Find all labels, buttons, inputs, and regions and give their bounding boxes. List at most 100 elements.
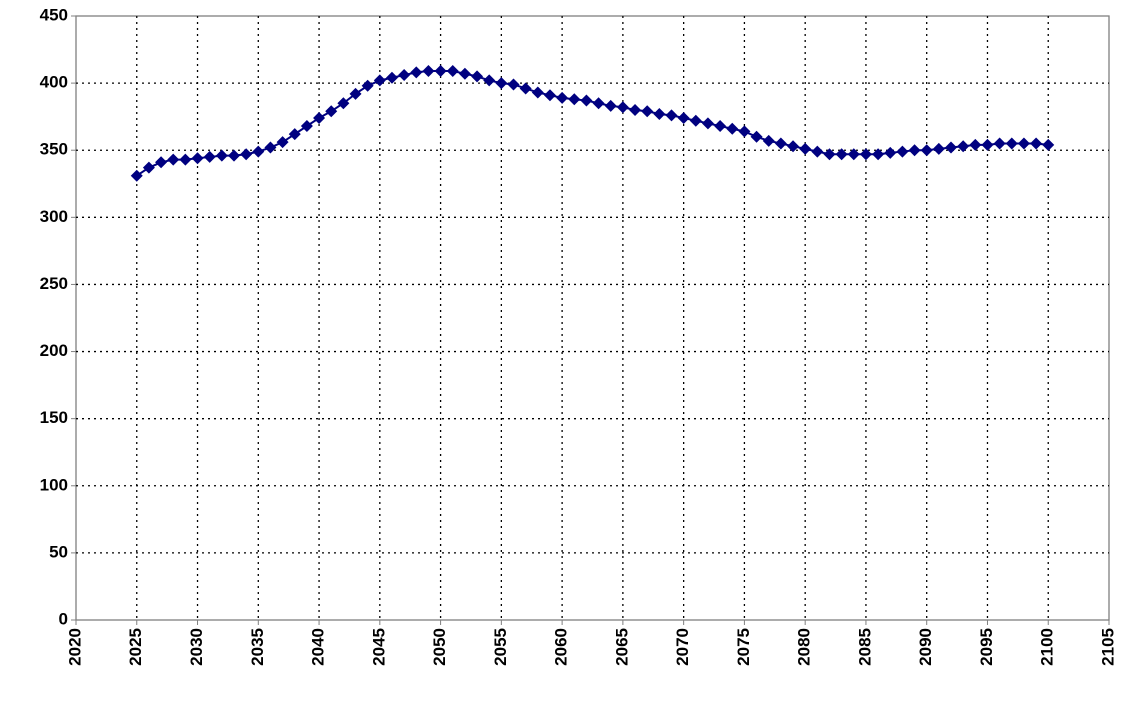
data-point bbox=[920, 144, 933, 157]
data-point bbox=[155, 156, 168, 169]
data-point bbox=[750, 130, 763, 143]
data-point bbox=[932, 142, 945, 155]
data-point bbox=[738, 125, 751, 138]
data-point bbox=[787, 140, 800, 153]
y-tick-label: 350 bbox=[40, 140, 68, 159]
x-tick-label: 2105 bbox=[1098, 628, 1117, 666]
data-point bbox=[592, 97, 605, 110]
data-point bbox=[288, 128, 301, 141]
data-point bbox=[774, 137, 787, 150]
data-point bbox=[215, 149, 228, 162]
x-tick-label: 2050 bbox=[430, 628, 449, 666]
data-point bbox=[458, 67, 471, 80]
data-point bbox=[689, 114, 702, 127]
x-tick-label: 2065 bbox=[612, 628, 631, 666]
data-point bbox=[203, 150, 216, 163]
data-point bbox=[142, 161, 155, 174]
data-point bbox=[191, 152, 204, 165]
data-point bbox=[240, 148, 253, 161]
data-point bbox=[641, 105, 654, 118]
data-point bbox=[398, 69, 411, 82]
data-point bbox=[847, 148, 860, 161]
x-tick-label: 2070 bbox=[673, 628, 692, 666]
data-point bbox=[495, 77, 508, 90]
x-tick-label: 2040 bbox=[309, 628, 328, 666]
data-point bbox=[313, 112, 326, 125]
data-point bbox=[726, 122, 739, 135]
data-point bbox=[799, 142, 812, 155]
x-tick-label: 2080 bbox=[795, 628, 814, 666]
data-point bbox=[945, 141, 958, 154]
data-point bbox=[531, 86, 544, 99]
data-point bbox=[556, 91, 569, 104]
data-point bbox=[300, 120, 313, 133]
y-tick-label: 50 bbox=[49, 542, 68, 561]
data-point bbox=[872, 148, 885, 161]
x-tick-label: 2085 bbox=[855, 628, 874, 666]
data-point bbox=[252, 145, 265, 158]
y-tick-label: 150 bbox=[40, 408, 68, 427]
x-tick-label: 2035 bbox=[248, 628, 267, 666]
data-point bbox=[410, 66, 423, 79]
data-point bbox=[349, 87, 362, 100]
x-tick-label: 2025 bbox=[126, 628, 145, 666]
data-point bbox=[507, 78, 520, 91]
y-tick-label: 250 bbox=[40, 274, 68, 293]
y-tick-label: 400 bbox=[40, 73, 68, 92]
y-tick-label: 450 bbox=[40, 5, 68, 24]
data-point bbox=[568, 93, 581, 106]
series-line bbox=[136, 70, 1049, 177]
data-point bbox=[762, 134, 775, 147]
data-point bbox=[616, 101, 629, 114]
data-point bbox=[471, 70, 484, 83]
x-tick-label: 2030 bbox=[187, 628, 206, 666]
data-point bbox=[823, 148, 836, 161]
data-point bbox=[361, 79, 374, 92]
data-point bbox=[993, 137, 1006, 150]
x-tick-label: 2075 bbox=[734, 628, 753, 666]
x-tick-label: 2090 bbox=[916, 628, 935, 666]
data-point bbox=[884, 146, 897, 159]
x-tick-label: 2100 bbox=[1038, 628, 1057, 666]
data-point bbox=[1042, 138, 1055, 151]
data-point bbox=[896, 145, 909, 158]
data-point bbox=[908, 144, 921, 157]
data-point bbox=[604, 99, 617, 112]
data-point bbox=[1030, 137, 1043, 150]
data-point bbox=[811, 145, 824, 158]
y-tick-label: 0 bbox=[59, 609, 68, 628]
data-point bbox=[337, 97, 350, 110]
data-point bbox=[167, 153, 180, 166]
x-tick-label: 2060 bbox=[552, 628, 571, 666]
x-tick-label: 2020 bbox=[65, 628, 84, 666]
data-point bbox=[969, 138, 982, 151]
data-point bbox=[179, 153, 192, 166]
data-point bbox=[264, 141, 277, 154]
data-point bbox=[385, 71, 398, 84]
data-point bbox=[543, 89, 556, 102]
data-point bbox=[677, 112, 690, 125]
data-point bbox=[665, 109, 678, 122]
y-tick-label: 300 bbox=[40, 207, 68, 226]
x-tick-label: 2055 bbox=[491, 628, 510, 666]
data-point bbox=[373, 74, 386, 87]
data-point bbox=[1005, 137, 1018, 150]
y-tick-label: 200 bbox=[40, 341, 68, 360]
data-point bbox=[519, 82, 532, 95]
data-point bbox=[325, 105, 338, 118]
data-point bbox=[653, 107, 666, 120]
data-point bbox=[835, 148, 848, 161]
data-point bbox=[1017, 137, 1030, 150]
data-point bbox=[446, 65, 459, 78]
data-point bbox=[483, 74, 496, 87]
data-point bbox=[130, 169, 143, 182]
data-point bbox=[629, 103, 642, 116]
data-point bbox=[434, 65, 447, 78]
data-point bbox=[714, 120, 727, 133]
data-point bbox=[227, 149, 240, 162]
data-point bbox=[580, 94, 593, 107]
x-tick-label: 2045 bbox=[369, 628, 388, 666]
data-point bbox=[981, 138, 994, 151]
data-point bbox=[422, 65, 435, 78]
